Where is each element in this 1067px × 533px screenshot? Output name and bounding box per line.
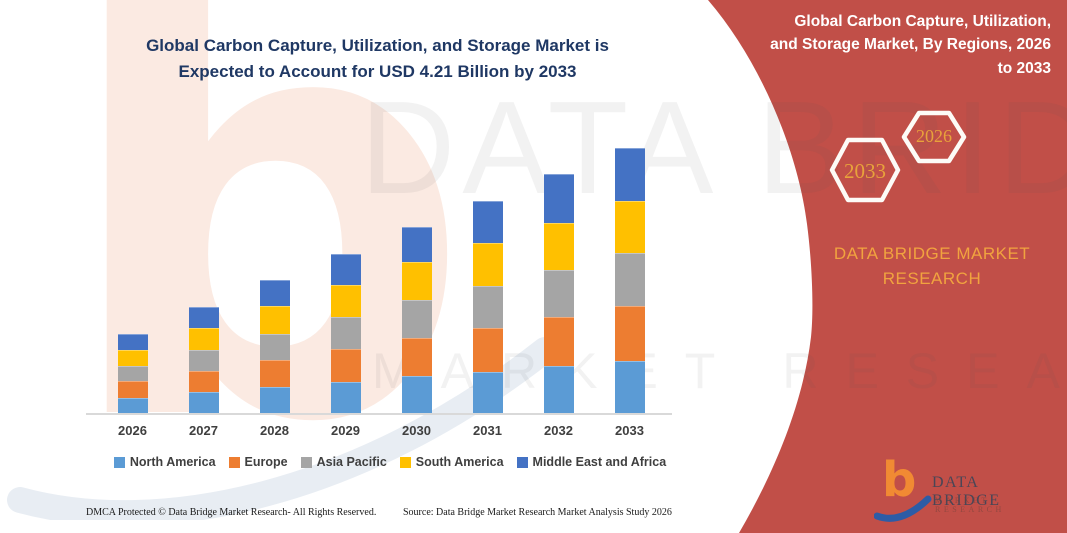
- bar-segment-2033-north-america: [614, 360, 645, 413]
- legend-swatch-icon: [113, 456, 125, 468]
- legend-label: South America: [415, 455, 504, 469]
- legend-item-middle-east-and-africa: Middle East and Africa: [516, 455, 667, 469]
- legend-swatch-icon: [516, 456, 528, 468]
- bar-column-2027: [168, 148, 239, 413]
- data-bridge-logo: b DATA BRIDGE MARKET RESEARCH: [874, 456, 1045, 524]
- logo-name-text: DATA BRIDGE: [932, 474, 1001, 509]
- bar-segment-2031-europe: [472, 328, 503, 372]
- bar-segment-2029-europe: [330, 348, 361, 382]
- bar-segment-2032-south-america: [543, 222, 574, 270]
- bar-segment-2029-south-america: [330, 285, 361, 318]
- bar-segment-2028-asia-pacific: [259, 333, 290, 360]
- bar-segment-2029-middle-east-and-africa: [330, 253, 361, 286]
- x-axis-label-2029: 2029: [331, 423, 360, 438]
- x-axis-label-2027: 2027: [189, 423, 218, 438]
- bar-segment-2027-asia-pacific: [188, 350, 219, 371]
- bar-segment-2027-north-america: [188, 392, 219, 413]
- legend-label: Europe: [244, 455, 288, 469]
- bar-segment-2026-asia-pacific: [117, 365, 148, 381]
- legend-item-europe: Europe: [228, 455, 288, 469]
- hexagon-2033-icon: [829, 137, 901, 203]
- bar-segment-2027-europe: [188, 370, 219, 393]
- bar-segment-2026-north-america: [117, 397, 148, 413]
- logo-subtitle-text: MARKET RESEARCH: [935, 496, 1005, 514]
- bar-segment-2026-south-america: [117, 350, 148, 366]
- x-axis-label-2032: 2032: [544, 423, 573, 438]
- side-panel-title: Global Carbon Capture, Utilization, and …: [770, 13, 1051, 77]
- bar-column-2032: [523, 148, 594, 413]
- x-axis-labels: 2026 2027 2028 2029 2030 2031 2032 2033: [97, 423, 665, 438]
- bar-segment-2030-south-america: [401, 261, 432, 300]
- bar-segment-2026-europe: [117, 380, 148, 398]
- footer-source-text: Source: Data Bridge Market Research Mark…: [403, 507, 672, 518]
- bar-segment-2031-asia-pacific: [472, 285, 503, 329]
- bar-segment-2030-asia-pacific: [401, 299, 432, 338]
- bar-segment-2033-south-america: [614, 200, 645, 254]
- legend-swatch-icon: [399, 456, 411, 468]
- bar-segment-2032-europe: [543, 317, 574, 366]
- x-axis-label-2030: 2030: [402, 423, 431, 438]
- bar-segment-2032-middle-east-and-africa: [543, 174, 574, 223]
- bar-segment-2030-north-america: [401, 375, 432, 413]
- logo-b-icon: b: [882, 452, 917, 508]
- bar-column-2026: [97, 148, 168, 413]
- bar-column-2030: [381, 148, 452, 413]
- x-axis-line: [86, 413, 672, 415]
- stacked-bar-plot: [97, 148, 665, 413]
- hexagon-2026-label: 2026: [916, 126, 952, 146]
- x-axis-label-2031: 2031: [473, 423, 502, 438]
- hexagon-2026-icon: [901, 110, 967, 164]
- bar-segment-2031-middle-east-and-africa: [472, 200, 503, 244]
- legend-swatch-icon: [228, 456, 240, 468]
- legend-swatch-icon: [300, 456, 312, 468]
- legend-label: North America: [129, 455, 216, 469]
- bar-column-2028: [239, 148, 310, 413]
- bar-segment-2027-middle-east-and-africa: [188, 307, 219, 329]
- logo-swoosh-icon: [874, 495, 932, 522]
- hexagon-2033-label: 2033: [844, 159, 886, 183]
- side-panel-background: [700, 0, 1067, 533]
- x-axis-label-2026: 2026: [118, 423, 147, 438]
- bar-segment-2028-europe: [259, 359, 290, 388]
- legend-label: Middle East and Africa: [532, 455, 667, 469]
- bar-column-2031: [452, 148, 523, 413]
- red-panel-shape: [708, 0, 1067, 533]
- bar-segment-2028-north-america: [259, 387, 290, 413]
- legend-item-asia-pacific: Asia Pacific: [300, 455, 387, 469]
- bar-segment-2030-europe: [401, 337, 432, 376]
- bar-segment-2031-south-america: [472, 243, 503, 286]
- bar-segment-2029-north-america: [330, 381, 361, 413]
- bar-segment-2033-asia-pacific: [614, 253, 645, 307]
- chart-legend: North America Europe Asia Pacific South Ame…: [80, 455, 700, 469]
- bar-column-2033: [594, 148, 665, 413]
- bar-segment-2032-asia-pacific: [543, 269, 574, 318]
- x-axis-label-2033: 2033: [615, 423, 644, 438]
- bar-segment-2032-north-america: [543, 365, 574, 413]
- chart-title: Global Carbon Capture, Utilization, and …: [146, 36, 609, 81]
- x-axis-label-2028: 2028: [260, 423, 289, 438]
- legend-item-north-america: North America: [113, 455, 216, 469]
- footer-dmca-text: DMCA Protected © Data Bridge Market Rese…: [86, 507, 377, 518]
- panel-brand-text: DATA BRIDGE MARKET RESEARCH: [833, 244, 1031, 288]
- bar-segment-2028-south-america: [259, 306, 290, 334]
- legend-item-south-america: South America: [399, 455, 504, 469]
- bar-segment-2028-middle-east-and-africa: [259, 280, 290, 307]
- bar-segment-2030-middle-east-and-africa: [401, 227, 432, 262]
- legend-label: Asia Pacific: [316, 455, 387, 469]
- bar-segment-2033-middle-east-and-africa: [614, 148, 645, 201]
- bar-segment-2029-asia-pacific: [330, 317, 361, 349]
- bar-column-2029: [310, 148, 381, 413]
- bar-segment-2031-north-america: [472, 371, 503, 413]
- bar-segment-2027-south-america: [188, 328, 219, 351]
- bar-segment-2026-middle-east-and-africa: [117, 333, 148, 351]
- bar-segment-2033-europe: [614, 306, 645, 361]
